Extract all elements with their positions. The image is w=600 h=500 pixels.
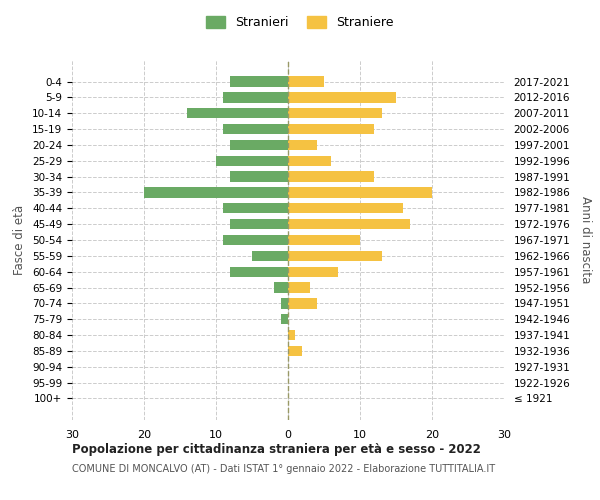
Bar xyxy=(230,266,288,277)
Bar xyxy=(230,172,288,182)
Bar xyxy=(223,92,288,102)
Bar xyxy=(230,219,288,230)
Y-axis label: Anni di nascita: Anni di nascita xyxy=(579,196,592,284)
Bar xyxy=(288,203,403,213)
Y-axis label: Fasce di età: Fasce di età xyxy=(13,205,26,275)
Bar xyxy=(281,298,288,308)
Bar xyxy=(288,250,382,261)
Bar xyxy=(274,282,288,292)
Bar xyxy=(252,250,288,261)
Bar xyxy=(288,282,310,292)
Bar xyxy=(144,188,288,198)
Bar xyxy=(288,76,324,86)
Bar xyxy=(288,124,374,134)
Text: Popolazione per cittadinanza straniera per età e sesso - 2022: Popolazione per cittadinanza straniera p… xyxy=(72,442,481,456)
Bar xyxy=(230,140,288,150)
Bar xyxy=(288,188,432,198)
Bar xyxy=(187,108,288,118)
Bar xyxy=(230,76,288,86)
Bar xyxy=(288,219,410,230)
Bar xyxy=(288,330,295,340)
Text: COMUNE DI MONCALVO (AT) - Dati ISTAT 1° gennaio 2022 - Elaborazione TUTTITALIA.I: COMUNE DI MONCALVO (AT) - Dati ISTAT 1° … xyxy=(72,464,495,474)
Bar xyxy=(288,140,317,150)
Bar xyxy=(288,346,302,356)
Bar xyxy=(288,298,317,308)
Bar xyxy=(281,314,288,324)
Bar xyxy=(216,156,288,166)
Bar xyxy=(223,203,288,213)
Bar xyxy=(288,266,338,277)
Bar xyxy=(288,92,396,102)
Bar xyxy=(288,108,382,118)
Legend: Stranieri, Straniere: Stranieri, Straniere xyxy=(202,11,398,34)
Bar xyxy=(223,235,288,245)
Bar xyxy=(288,172,374,182)
Bar xyxy=(288,156,331,166)
Bar xyxy=(223,124,288,134)
Bar xyxy=(288,235,360,245)
